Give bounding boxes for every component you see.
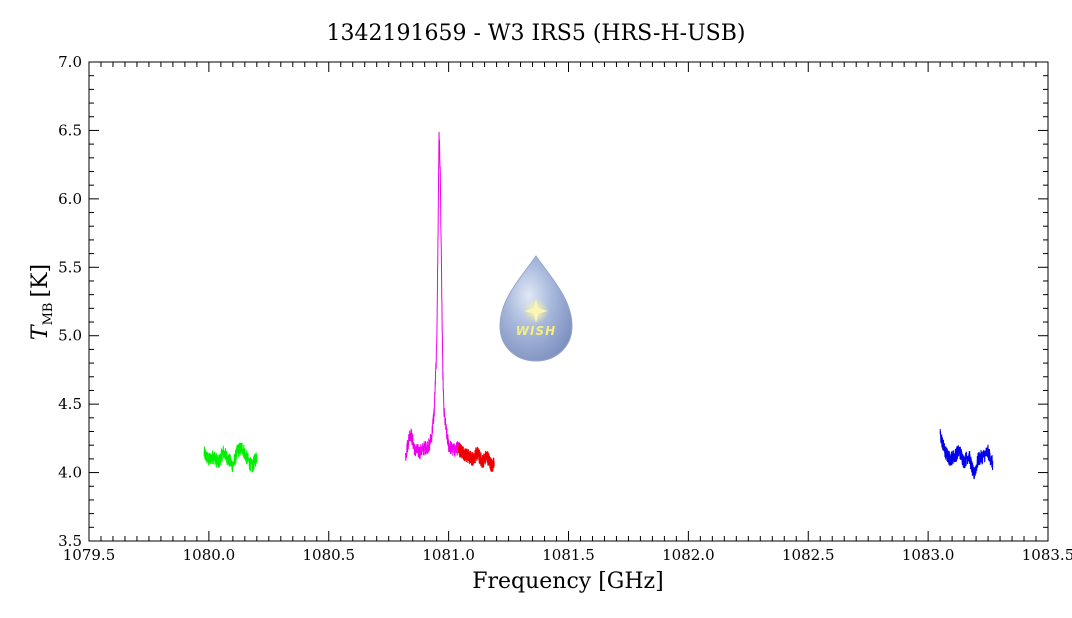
y-axis-label-subscript: MB xyxy=(41,303,56,326)
y-tick-label: 6.0 xyxy=(58,190,82,208)
x-tick-labels: 1079.5 1080.0 1080.5 1081.0 1081.5 1082.0 1082… xyxy=(63,546,1072,564)
series-layer xyxy=(203,131,994,480)
x-tick-label: 1082.0 xyxy=(662,546,715,564)
y-tick-label: 5.5 xyxy=(58,258,82,276)
x-tick-label: 1079.5 xyxy=(63,546,116,564)
logo-text: WISH xyxy=(516,324,556,338)
y-tick-labels: 3.5 4.0 4.5 5.0 5.5 6.0 6.5 7.0 xyxy=(58,53,82,550)
y-tick-label: 6.5 xyxy=(58,121,82,139)
wish-logo: WISH xyxy=(499,255,573,362)
y-tick-label: 5.0 xyxy=(58,327,82,345)
series-line-3 xyxy=(457,442,495,472)
y-axis-label-symbol: T xyxy=(28,323,53,340)
x-tick-label: 1083.0 xyxy=(902,546,955,564)
x-tick-label: 1083.5 xyxy=(1022,546,1072,564)
y-tick-label: 4.5 xyxy=(58,395,82,413)
x-tick-label: 1080.0 xyxy=(183,546,236,564)
x-tick-label: 1081.5 xyxy=(542,546,595,564)
y-axis-label: TMB [K] xyxy=(28,264,56,340)
star-icon xyxy=(524,299,548,323)
chart-title: 1342191659 - W3 IRS5 (HRS-H-USB) xyxy=(327,21,746,46)
x-tick-label: 1082.5 xyxy=(782,546,835,564)
y-tick-label: 3.5 xyxy=(58,532,82,550)
y-axis-label-unit: [K] xyxy=(28,264,53,298)
series-line-1 xyxy=(203,442,258,473)
y-tick-label: 4.0 xyxy=(58,464,82,482)
x-tick-label: 1081.0 xyxy=(422,546,475,564)
x-axis-label: Frequency [GHz] xyxy=(472,569,664,594)
series-line-4 xyxy=(939,429,994,480)
y-tick-label: 7.0 xyxy=(58,53,82,71)
x-tick-label: 1080.5 xyxy=(303,546,356,564)
plot-frame xyxy=(88,61,1049,542)
series-line-2 xyxy=(404,131,464,461)
ticks-layer xyxy=(88,61,1049,542)
